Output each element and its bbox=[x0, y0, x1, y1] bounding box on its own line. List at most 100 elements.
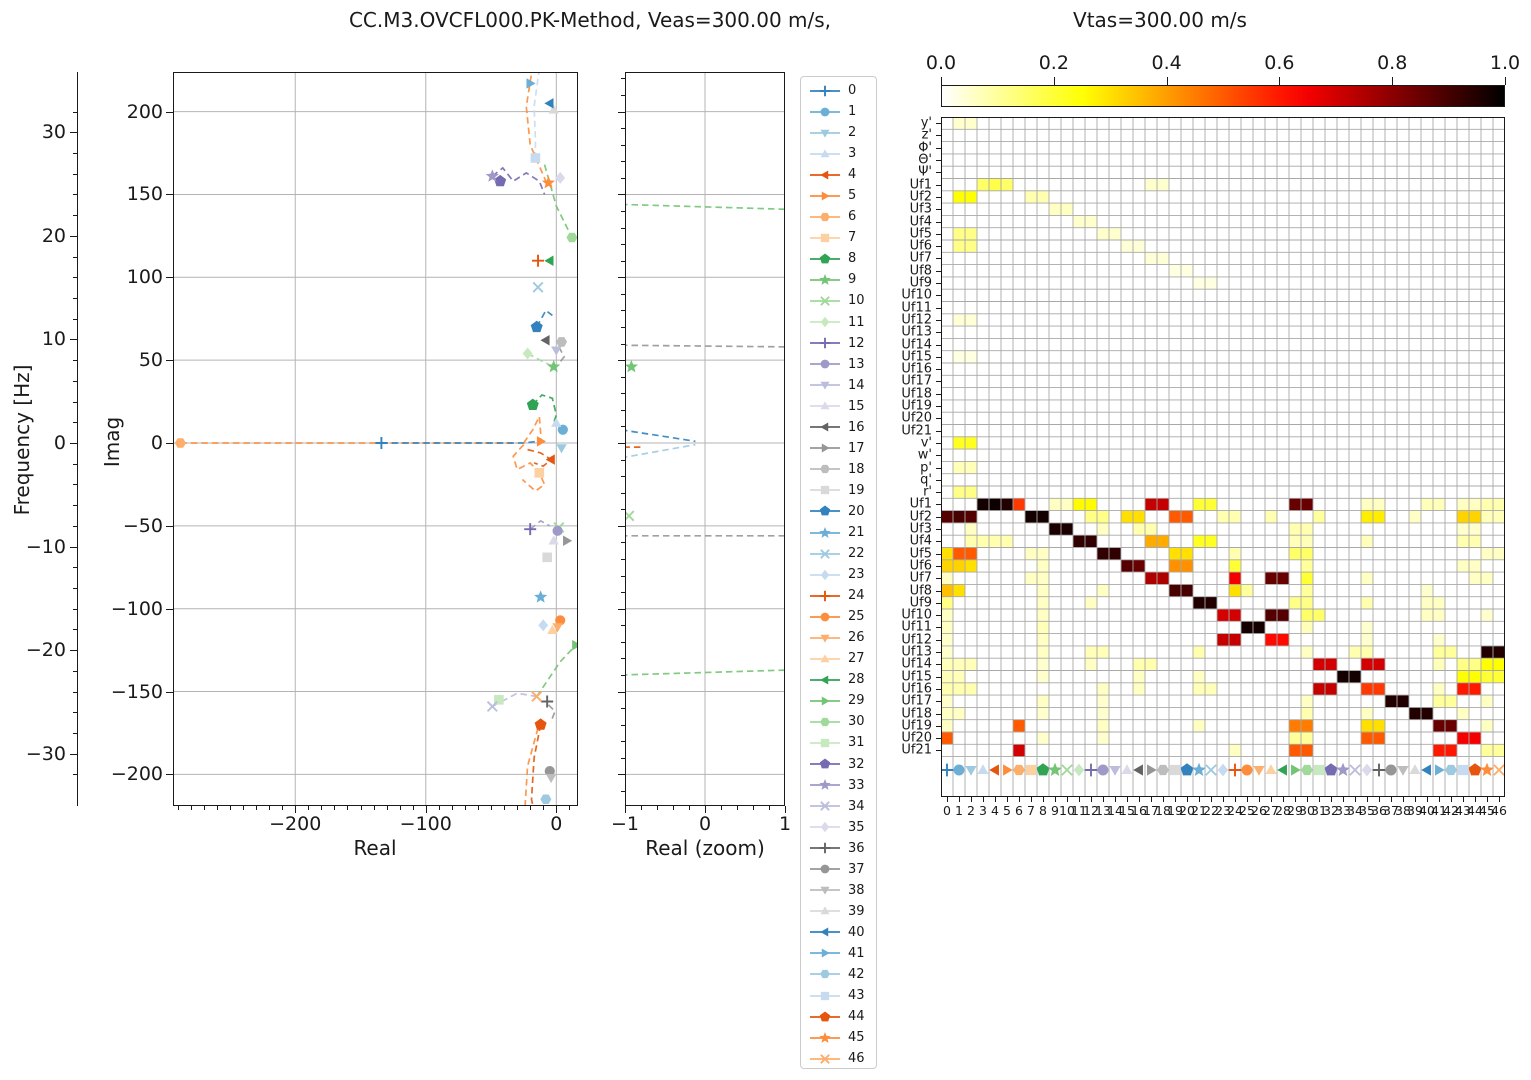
colorbar-tick bbox=[1166, 77, 1168, 85]
y-minor-tick bbox=[621, 260, 625, 262]
legend-entry-label: 37 bbox=[848, 861, 865, 877]
marker-diamond bbox=[522, 347, 533, 360]
marker-square bbox=[820, 991, 830, 1000]
legend-entry-39: 39 bbox=[801, 901, 876, 922]
heatmap-x-tick bbox=[1499, 797, 1500, 802]
x-minor-tick bbox=[689, 806, 690, 810]
legend-handle bbox=[810, 634, 840, 643]
marker-triangle-up bbox=[820, 401, 830, 410]
legend-handle bbox=[810, 148, 840, 157]
marker-triangle-down bbox=[1109, 766, 1121, 776]
marker-triangle-down bbox=[545, 773, 557, 784]
heatmap-row-label: Uf18 bbox=[901, 706, 932, 722]
legend-handle bbox=[810, 316, 840, 328]
marker-pentagon bbox=[819, 1011, 831, 1021]
x-tick-label: −100 bbox=[399, 813, 452, 835]
marker-hexagon bbox=[556, 337, 568, 347]
x-minor-tick bbox=[399, 806, 401, 810]
marker-x bbox=[820, 1053, 830, 1064]
y-minor-tick bbox=[621, 558, 625, 560]
y-minor-tick bbox=[621, 211, 625, 213]
legend-entry-35: 35 bbox=[801, 817, 876, 838]
y-minor-tick bbox=[621, 459, 625, 461]
marker-triangle-down bbox=[551, 346, 562, 356]
marker-diamond bbox=[555, 171, 566, 184]
marker-star bbox=[625, 359, 638, 373]
x-minor-tick bbox=[243, 806, 245, 810]
legend-entry-label: 14 bbox=[848, 377, 865, 393]
heatmap-y-tick bbox=[936, 565, 941, 567]
legend-entry-label: 11 bbox=[848, 314, 865, 330]
heatmap-x-tick bbox=[1451, 797, 1452, 802]
legend-entry-label: 29 bbox=[848, 693, 865, 709]
heatmap-y-tick bbox=[936, 529, 941, 531]
heatmap-col-label: 7 bbox=[1027, 803, 1035, 818]
heatmap-y-tick bbox=[936, 590, 941, 592]
x-tick bbox=[556, 806, 558, 813]
heatmap-y-tick bbox=[936, 160, 941, 162]
legend-entry-label: 2 bbox=[848, 125, 857, 141]
heatmap-x-tick bbox=[1463, 797, 1464, 802]
marker-triangle-right bbox=[1435, 764, 1445, 776]
legend-entry-label: 41 bbox=[848, 945, 865, 961]
freq-minor-tick bbox=[73, 215, 77, 217]
marker-triangle-up bbox=[820, 906, 830, 915]
marker-circle bbox=[1241, 764, 1253, 776]
heatmap-row-label: Uf4 bbox=[909, 533, 932, 549]
x-minor-tick bbox=[721, 806, 722, 810]
marker-star bbox=[485, 169, 499, 182]
heatmap-x-tick bbox=[959, 797, 960, 802]
legend-handle bbox=[810, 212, 840, 221]
heatmap-x-tick bbox=[1415, 797, 1416, 802]
x-minor-tick bbox=[347, 806, 349, 810]
legend-handle bbox=[810, 273, 840, 285]
heatmap-y-tick bbox=[936, 553, 941, 555]
marker-star bbox=[547, 359, 561, 373]
legend-entry-label: 39 bbox=[848, 903, 865, 919]
freq-minor-tick bbox=[73, 401, 77, 403]
legend-entry-label: 4 bbox=[848, 167, 857, 183]
marker-hexagon bbox=[566, 232, 578, 243]
marker-circle bbox=[1385, 764, 1397, 776]
heatmap-col-label: 21 bbox=[1191, 803, 1207, 818]
heatmap-x-tick bbox=[1319, 797, 1320, 802]
marker-triangle-left bbox=[544, 255, 554, 266]
marker-star bbox=[819, 1031, 831, 1043]
y-minor-tick bbox=[621, 393, 625, 395]
x-minor-tick bbox=[360, 806, 362, 810]
freq-tick bbox=[70, 753, 77, 755]
legend-entry-36: 36 bbox=[801, 838, 876, 859]
x-minor-tick bbox=[464, 806, 466, 810]
legend-entry-15: 15 bbox=[801, 396, 876, 417]
heatmap-y-tick bbox=[936, 123, 941, 125]
legend-entry-label: 7 bbox=[848, 230, 857, 246]
legend-handle bbox=[810, 696, 840, 706]
heatmap-y-tick bbox=[936, 258, 941, 260]
y-tick bbox=[618, 277, 625, 279]
heatmap-x-tick bbox=[1331, 797, 1332, 802]
marker-triangle-right bbox=[1003, 764, 1013, 776]
legend-entry-5: 5 bbox=[801, 185, 876, 206]
marker-square bbox=[820, 233, 830, 243]
marker-triangle-down bbox=[1397, 766, 1409, 776]
heatmap-y-tick bbox=[936, 283, 941, 285]
heatmap-row-label: Uf17 bbox=[901, 693, 932, 709]
marker-hexagon bbox=[820, 970, 830, 979]
heatmap-row-label: Uf4 bbox=[909, 214, 932, 230]
marker-plus bbox=[524, 523, 537, 536]
marker-diamond bbox=[820, 821, 830, 833]
heatmap-x-tick bbox=[1295, 797, 1296, 802]
x-tick bbox=[705, 806, 706, 813]
root-locus-plot bbox=[173, 72, 578, 806]
heatmap-y-tick bbox=[936, 196, 941, 198]
heatmap-col-label: 19 bbox=[1167, 803, 1183, 818]
heatmap-y-tick bbox=[936, 221, 941, 223]
x-tick-label: −1 bbox=[610, 813, 640, 835]
colorbar-tick-label: 0.2 bbox=[1038, 52, 1069, 74]
heatmap-row-label: Uf6 bbox=[909, 238, 932, 254]
legend-entry-label: 27 bbox=[848, 651, 865, 667]
heatmap-row-label: v' bbox=[920, 435, 932, 451]
heatmap-y-tick bbox=[936, 639, 941, 641]
colorbar-tick-label: 0.8 bbox=[1377, 52, 1408, 74]
marker-triangle-right bbox=[1147, 764, 1157, 776]
